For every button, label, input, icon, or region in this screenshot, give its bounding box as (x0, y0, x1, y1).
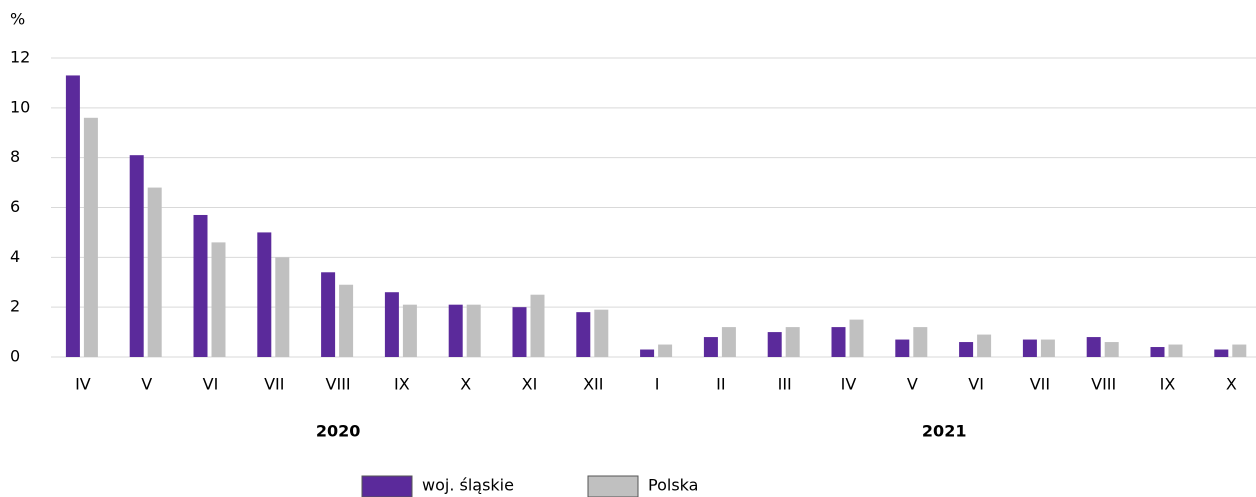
x-tick-label: XII (583, 375, 603, 394)
x-tick-label: XI (522, 375, 538, 394)
bar (1104, 342, 1119, 357)
x-tick-label: X (460, 375, 471, 394)
x-tick-label: II (716, 375, 725, 394)
bar (321, 272, 336, 357)
bar (913, 327, 928, 357)
legend-swatch (361, 475, 413, 497)
bar (959, 342, 974, 357)
bar (1086, 337, 1101, 357)
bar (640, 349, 655, 357)
x-tick-label: VII (264, 375, 284, 394)
y-tick-label: 12 (10, 48, 30, 67)
bar (1214, 349, 1229, 357)
x-tick-label: VI (968, 375, 984, 394)
bar (65, 75, 80, 358)
y-tick-label: 10 (10, 97, 30, 116)
bar (147, 187, 162, 357)
x-tick-label: X (1226, 375, 1237, 394)
bar (703, 337, 718, 357)
bar (339, 284, 354, 357)
legend-swatch (587, 475, 639, 497)
x-group-label: 2021 (922, 422, 967, 441)
bar (402, 304, 417, 357)
bar (512, 307, 527, 357)
bar (83, 117, 98, 357)
bar (785, 327, 800, 357)
x-tick-label: VI (203, 375, 219, 394)
x-group-label: 2020 (316, 422, 361, 441)
bar (193, 214, 208, 357)
x-tick-label: IV (75, 375, 91, 394)
x-tick-label: V (141, 375, 152, 394)
x-tick-label: IX (394, 375, 410, 394)
x-tick-label: VII (1030, 375, 1050, 394)
y-tick-label: 0 (10, 347, 20, 366)
x-tick-label: III (778, 375, 792, 394)
x-tick-label: V (907, 375, 918, 394)
bar (1168, 344, 1183, 357)
bar (466, 304, 481, 357)
legend-label: woj. śląskie (422, 476, 514, 495)
bar (849, 319, 864, 357)
y-tick-label: 4 (10, 247, 20, 266)
bar (384, 292, 399, 357)
bar (1150, 347, 1165, 357)
bar (767, 332, 782, 357)
bar (721, 327, 736, 357)
bar (257, 232, 272, 357)
bar (658, 344, 673, 357)
bar (895, 339, 910, 357)
bar (576, 312, 591, 357)
bar (211, 242, 226, 357)
x-tick-label: IV (841, 375, 857, 394)
bar (448, 304, 463, 357)
x-tick-label: VIII (1091, 375, 1116, 394)
x-tick-label: IX (1160, 375, 1176, 394)
bar (977, 334, 992, 357)
bar (530, 294, 545, 357)
y-tick-label: 6 (10, 197, 20, 216)
bar (594, 309, 609, 357)
bar (1022, 339, 1037, 357)
bar (275, 257, 290, 357)
y-tick-label: 8 (10, 147, 20, 166)
bar (129, 155, 144, 357)
x-tick-label: I (655, 375, 660, 394)
y-tick-label: 2 (10, 297, 20, 316)
x-tick-label: VIII (326, 375, 351, 394)
y-unit: % (10, 10, 25, 29)
bar (1232, 344, 1247, 357)
legend-label: Polska (648, 476, 698, 495)
bar (1040, 339, 1055, 357)
bar (831, 327, 846, 357)
